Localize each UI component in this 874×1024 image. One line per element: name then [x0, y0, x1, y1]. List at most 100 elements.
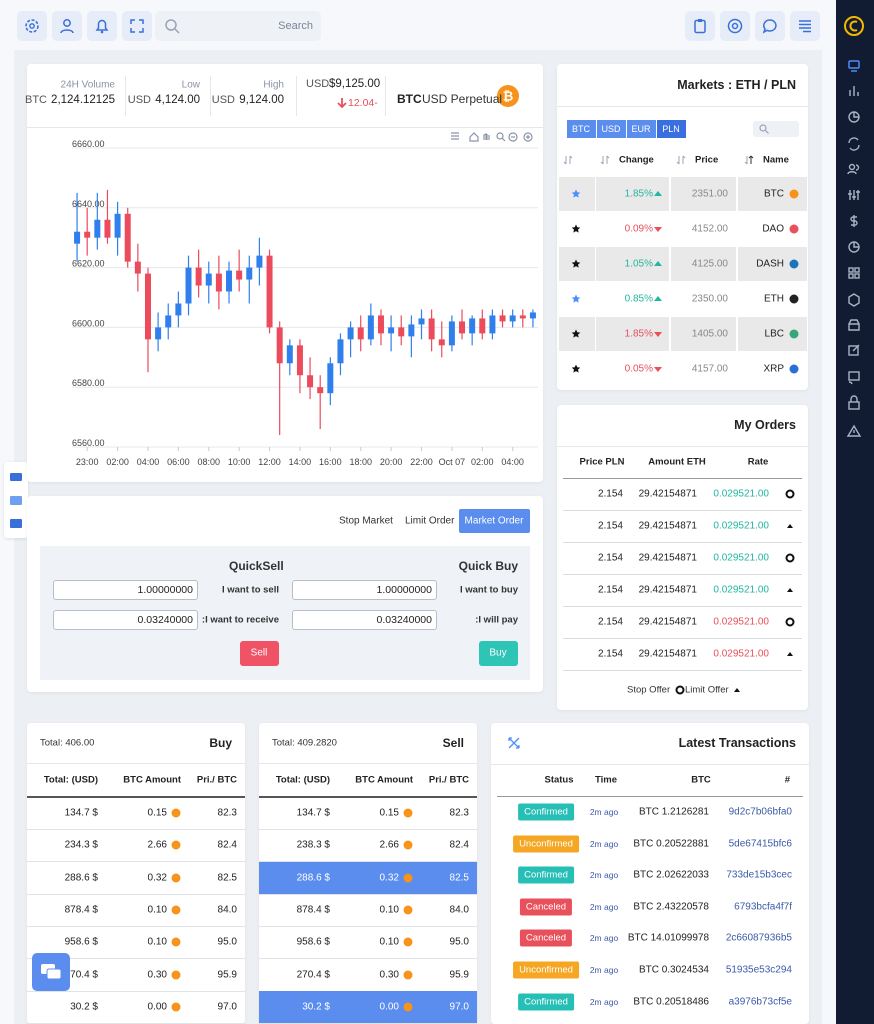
coin	[171, 1002, 181, 1012]
order-rate: 0.029521.00	[713, 648, 769, 660]
market-tab[interactable]	[657, 120, 686, 138]
column-header: #	[784, 774, 790, 786]
input-field[interactable]	[53, 580, 198, 600]
divider	[491, 764, 809, 765]
field-label: :I will pay	[475, 614, 518, 626]
tx-hash[interactable]: 5de67415bfc6	[728, 838, 792, 850]
order-tab[interactable]: Limit Order	[405, 515, 455, 527]
market-price: 2350.00	[691, 293, 728, 305]
tx-hash[interactable]: 51935e53c294	[725, 964, 792, 976]
book-price: 84.0	[217, 904, 237, 916]
clipboard-button[interactable]	[685, 11, 715, 41]
divider	[27, 127, 543, 128]
my-orders-card	[557, 405, 808, 710]
market-tab[interactable]	[567, 120, 596, 138]
my-orders-title: My Orders	[734, 418, 796, 432]
market-tab[interactable]	[627, 120, 656, 138]
tx-time: 2m ago	[589, 996, 619, 1007]
triangle-icon	[787, 588, 793, 592]
tx-hash[interactable]: 6793bcfa4f7f	[734, 901, 792, 913]
input-value[interactable]: 1.00000000	[376, 584, 432, 596]
input-field[interactable]	[53, 610, 198, 630]
chat-icon	[41, 964, 61, 980]
star	[571, 329, 581, 338]
book-total-value: 878.4 $	[64, 904, 98, 916]
quick-sell-title: QuickSell	[229, 559, 284, 573]
status-badge: Unconfirmed	[513, 835, 579, 853]
settings-button[interactable]	[17, 11, 47, 41]
coin-icon	[171, 840, 181, 850]
tx-hash[interactable]: 2c66087936b5	[725, 932, 792, 944]
input-value[interactable]: 1.00000000	[137, 584, 193, 596]
user-button[interactable]	[52, 11, 82, 41]
triangle-icon	[734, 688, 740, 692]
market-search[interactable]	[753, 121, 799, 137]
mention-button[interactable]	[720, 11, 750, 41]
star	[571, 224, 581, 233]
tx-hash[interactable]: a3976b73cf5e	[728, 996, 792, 1008]
input-value[interactable]: 0.03240000	[137, 614, 193, 626]
sell-button[interactable]	[240, 641, 279, 666]
tx-hash[interactable]: 733de15b3cec	[726, 869, 792, 881]
order-amount: 29.42154871	[638, 616, 697, 628]
coin-icon	[403, 1002, 413, 1012]
circle	[785, 489, 795, 499]
divider	[27, 796, 245, 798]
book-title: Sell	[442, 736, 464, 750]
stat-separator	[210, 76, 211, 116]
input-value[interactable]: 0.03240000	[376, 614, 432, 626]
circle-icon	[785, 489, 795, 499]
search-box[interactable]	[155, 11, 321, 41]
divider	[497, 796, 803, 797]
order-tab[interactable]: Market Order	[464, 515, 524, 527]
triangle	[787, 524, 793, 528]
book-total: Total: 409.2820	[272, 737, 337, 749]
coin-icon	[171, 1002, 181, 1012]
market-change: 1.85%	[624, 188, 653, 200]
order-price: 2.154	[597, 552, 623, 564]
order-footer[interactable]: Stop Offer	[627, 684, 671, 696]
transactions-title: Latest Transactions	[678, 736, 796, 750]
book-total-value: 270.4 $	[296, 969, 330, 980]
market-tab[interactable]	[597, 120, 626, 138]
circle	[785, 617, 795, 627]
status-badge: Canceled	[519, 898, 573, 916]
expand-icon[interactable]	[508, 737, 520, 749]
fullscreen-button[interactable]	[122, 11, 152, 41]
coin	[171, 840, 181, 850]
input-field[interactable]	[292, 610, 437, 630]
row-divider	[259, 829, 477, 830]
bitcoin-icon: ₿	[497, 85, 519, 107]
order-rate: 0.029521.00	[713, 488, 769, 500]
menu-button[interactable]	[790, 11, 820, 41]
star-icon	[571, 294, 581, 303]
row-bg	[671, 317, 736, 351]
input-field[interactable]	[292, 580, 437, 600]
book-amount: 0.00	[379, 1001, 399, 1013]
order-footer[interactable]: Limit Offer	[685, 684, 729, 696]
notification-button[interactable]	[87, 11, 117, 41]
tx-amount: BTC 0.20518486	[633, 996, 709, 1008]
icon	[727, 18, 743, 34]
triangle	[787, 588, 793, 592]
order-tab[interactable]: Stop Market	[339, 515, 393, 527]
stat-separator	[385, 76, 386, 116]
book-total-value: 30.2 $	[302, 1001, 330, 1013]
order-tab-active[interactable]	[459, 509, 530, 533]
circle-icon	[785, 617, 795, 627]
book-price: 95.9	[217, 969, 237, 980]
book-amount: 0.30	[147, 969, 167, 980]
buy-button[interactable]	[479, 641, 518, 666]
chat-button[interactable]	[755, 11, 785, 41]
down-icon	[654, 367, 662, 372]
chart-toolbar	[451, 132, 533, 142]
tx-hash[interactable]: 9d2c7b06bfa0	[728, 806, 792, 818]
sell-button-label[interactable]: Sell	[250, 647, 268, 659]
order-price: 2.154	[597, 584, 623, 596]
order-rate: 0.029521.00	[713, 616, 769, 628]
buy-button-label[interactable]: Buy	[489, 647, 507, 659]
book-price: 82.3	[449, 807, 469, 819]
chat-widget[interactable]	[32, 953, 70, 991]
icon	[762, 19, 777, 34]
row-highlight	[259, 861, 477, 894]
